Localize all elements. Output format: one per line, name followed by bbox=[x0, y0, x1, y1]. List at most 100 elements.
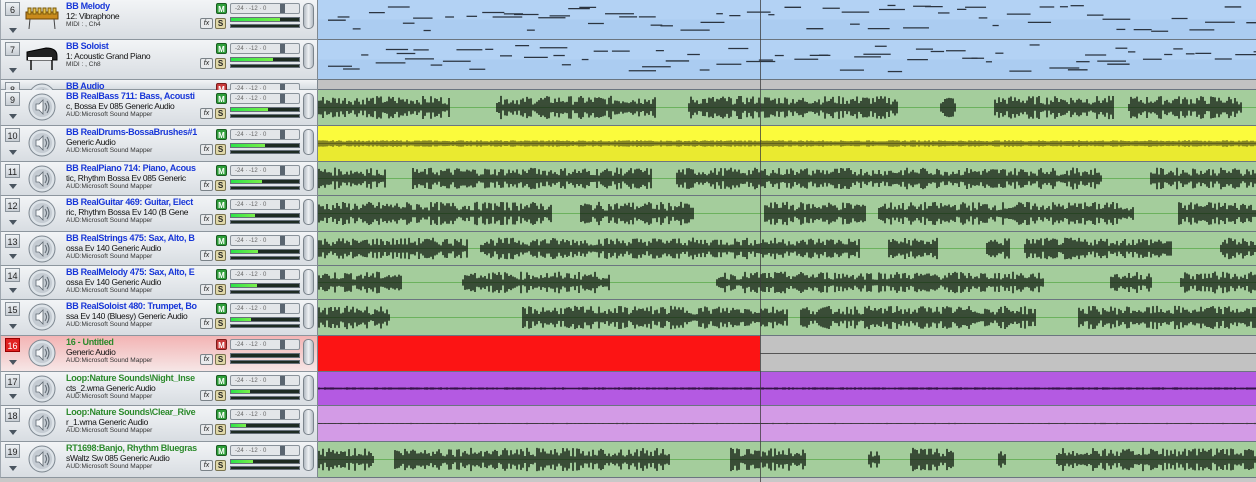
audio-speaker-icon[interactable] bbox=[24, 444, 60, 474]
track-name[interactable]: BB RealSoloist 480: Trumpet, Bo bbox=[66, 301, 197, 311]
pan-knob[interactable] bbox=[303, 303, 314, 329]
track-name[interactable]: RT1698:Banjo, Rhythm Bluegras bbox=[66, 443, 197, 453]
fx-button[interactable]: fx bbox=[200, 180, 213, 191]
audio-speaker-icon[interactable] bbox=[24, 128, 60, 158]
track-header[interactable]: 8 BB Audio M -24 · -12 · 0 bbox=[0, 80, 318, 90]
track-lane[interactable] bbox=[318, 232, 1256, 266]
volume-slider-handle[interactable] bbox=[280, 270, 285, 279]
audio-speaker-icon[interactable] bbox=[24, 164, 60, 194]
track-lane[interactable] bbox=[318, 406, 1256, 442]
track-row[interactable]: 8 BB Audio M -24 · -12 · 0 bbox=[0, 80, 1256, 90]
volume-slider-handle[interactable] bbox=[280, 44, 285, 53]
volume-slider-handle[interactable] bbox=[280, 376, 285, 385]
volume-slider-handle[interactable] bbox=[280, 200, 285, 209]
track-menu-arrow-icon[interactable] bbox=[9, 254, 17, 259]
track-number[interactable]: 11 bbox=[5, 164, 20, 178]
pan-knob[interactable] bbox=[303, 199, 314, 225]
vibraphone-icon[interactable] bbox=[24, 2, 60, 32]
volume-slider[interactable]: -24 · -12 · 0 bbox=[230, 269, 300, 280]
track-menu-arrow-icon[interactable] bbox=[9, 466, 17, 471]
mute-button[interactable]: M bbox=[216, 165, 227, 176]
pan-knob[interactable] bbox=[303, 445, 314, 471]
pan-knob[interactable] bbox=[303, 3, 314, 29]
track-name[interactable]: BB RealMelody 475: Sax, Alto, E bbox=[66, 267, 195, 277]
fx-button[interactable]: fx bbox=[200, 108, 213, 119]
track-lane[interactable] bbox=[318, 266, 1256, 300]
track-number[interactable]: 18 bbox=[5, 408, 20, 422]
volume-slider[interactable]: -24 · -12 · 0 bbox=[230, 43, 300, 54]
volume-slider-handle[interactable] bbox=[280, 236, 285, 245]
volume-slider-handle[interactable] bbox=[280, 410, 285, 419]
track-number[interactable]: 16 bbox=[5, 338, 20, 352]
track-number[interactable]: 7 bbox=[5, 42, 20, 56]
track-header[interactable]: 18 Loop:Nature Sounds\Clear_Rive r_1.wma… bbox=[0, 406, 318, 442]
track-name[interactable]: BB RealDrums-BossaBrushes#1 bbox=[66, 127, 197, 137]
solo-button[interactable]: S bbox=[215, 424, 226, 435]
track-row[interactable]: 17 Loop:Nature Sounds\Night_Inse cts_2.w… bbox=[0, 372, 1256, 406]
track-lane[interactable] bbox=[318, 80, 1256, 90]
solo-button[interactable]: S bbox=[215, 318, 226, 329]
track-row[interactable]: 15 BB RealSoloist 480: Trumpet, Bo ssa E… bbox=[0, 300, 1256, 336]
track-name[interactable]: BB RealBass 711: Bass, Acousti bbox=[66, 91, 195, 101]
mute-button[interactable]: M bbox=[216, 83, 227, 90]
track-number[interactable]: 15 bbox=[5, 302, 20, 316]
track-row[interactable]: 14 BB RealMelody 475: Sax, Alto, E ossa … bbox=[0, 266, 1256, 300]
volume-slider[interactable]: -24 · -12 · 0 bbox=[230, 83, 300, 90]
fx-button[interactable]: fx bbox=[200, 144, 213, 155]
mute-button[interactable]: M bbox=[216, 303, 227, 314]
solo-button[interactable]: S bbox=[215, 214, 226, 225]
mute-button[interactable]: M bbox=[216, 129, 227, 140]
volume-slider[interactable]: -24 · -12 · 0 bbox=[230, 199, 300, 210]
track-header[interactable]: 19 RT1698:Banjo, Rhythm Bluegras sWaltz … bbox=[0, 442, 318, 478]
track-row[interactable]: 13 BB RealStrings 475: Sax, Alto, B ossa… bbox=[0, 232, 1256, 266]
track-lane[interactable] bbox=[318, 90, 1256, 126]
fx-button[interactable]: fx bbox=[200, 18, 213, 29]
playhead-cursor[interactable] bbox=[760, 0, 761, 482]
pan-knob[interactable] bbox=[303, 165, 314, 191]
track-menu-arrow-icon[interactable] bbox=[9, 430, 17, 435]
track-number[interactable]: 19 bbox=[5, 444, 20, 458]
audio-speaker-icon[interactable] bbox=[24, 338, 60, 368]
track-name[interactable]: BB RealGuitar 469: Guitar, Elect bbox=[66, 197, 193, 207]
track-row[interactable]: 10 BB RealDrums-BossaBrushes#1 Generic A… bbox=[0, 126, 1256, 162]
solo-button[interactable]: S bbox=[215, 250, 226, 261]
track-menu-arrow-icon[interactable] bbox=[9, 68, 17, 73]
track-menu-arrow-icon[interactable] bbox=[9, 394, 17, 399]
audio-speaker-icon[interactable] bbox=[24, 92, 60, 122]
fx-button[interactable]: fx bbox=[200, 214, 213, 225]
solo-button[interactable]: S bbox=[215, 18, 226, 29]
track-header[interactable]: 9 BB RealBass 711: Bass, Acousti c, Boss… bbox=[0, 90, 318, 126]
mute-button[interactable]: M bbox=[216, 445, 227, 456]
mute-button[interactable]: M bbox=[216, 409, 227, 420]
track-row[interactable]: 11 BB RealPiano 714: Piano, Acous tic, R… bbox=[0, 162, 1256, 196]
fx-button[interactable]: fx bbox=[200, 284, 213, 295]
track-lane[interactable] bbox=[318, 300, 1256, 336]
track-lane[interactable] bbox=[318, 0, 1256, 40]
pan-knob[interactable] bbox=[303, 129, 314, 155]
mute-button[interactable]: M bbox=[216, 339, 227, 350]
track-name[interactable]: BB RealStrings 475: Sax, Alto, B bbox=[66, 233, 195, 243]
mute-button[interactable]: M bbox=[216, 199, 227, 210]
volume-slider[interactable]: -24 · -12 · 0 bbox=[230, 375, 300, 386]
mute-button[interactable]: M bbox=[216, 269, 227, 280]
volume-slider-handle[interactable] bbox=[280, 446, 285, 455]
track-header[interactable]: 7 BB Soloist 1: Acoustic Grand Piano MID… bbox=[0, 40, 318, 80]
track-name[interactable]: 16 - Untitled bbox=[66, 337, 114, 347]
track-menu-arrow-icon[interactable] bbox=[9, 360, 17, 365]
track-header[interactable]: 13 BB RealStrings 475: Sax, Alto, B ossa… bbox=[0, 232, 318, 266]
track-lane[interactable] bbox=[318, 126, 1256, 162]
volume-slider-handle[interactable] bbox=[280, 304, 285, 313]
pan-knob[interactable] bbox=[303, 339, 314, 365]
track-name[interactable]: Loop:Nature Sounds\Clear_Rive bbox=[66, 407, 196, 417]
track-menu-arrow-icon[interactable] bbox=[9, 28, 17, 33]
volume-slider-handle[interactable] bbox=[280, 84, 285, 90]
solo-button[interactable]: S bbox=[215, 144, 226, 155]
track-name[interactable]: BB RealPiano 714: Piano, Acous bbox=[66, 163, 196, 173]
volume-slider[interactable]: -24 · -12 · 0 bbox=[230, 445, 300, 456]
track-row[interactable]: 19 RT1698:Banjo, Rhythm Bluegras sWaltz … bbox=[0, 442, 1256, 478]
volume-slider[interactable]: -24 · -12 · 0 bbox=[230, 339, 300, 350]
track-number[interactable]: 14 bbox=[5, 268, 20, 282]
solo-button[interactable]: S bbox=[215, 284, 226, 295]
audio-speaker-icon[interactable] bbox=[24, 408, 60, 438]
track-number[interactable]: 12 bbox=[5, 198, 20, 212]
